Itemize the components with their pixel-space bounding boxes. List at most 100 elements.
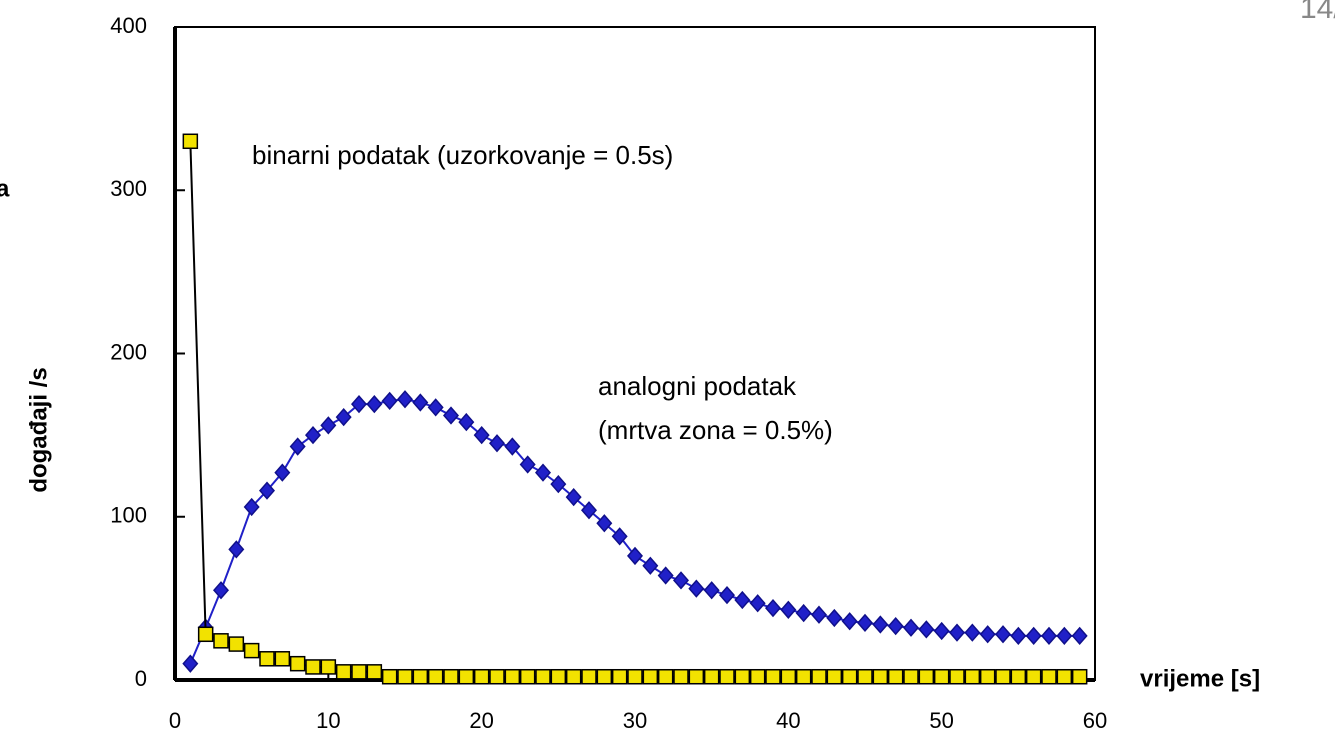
marker bbox=[949, 623, 965, 642]
marker bbox=[182, 133, 199, 150]
marker bbox=[688, 668, 705, 685]
marker bbox=[703, 668, 720, 685]
marker bbox=[427, 668, 444, 685]
marker bbox=[228, 540, 245, 559]
marker bbox=[320, 416, 337, 435]
marker bbox=[504, 668, 521, 685]
marker bbox=[473, 425, 490, 445]
annotation: analogni podatak bbox=[598, 371, 797, 401]
marker bbox=[443, 406, 459, 425]
marker bbox=[213, 633, 229, 649]
marker bbox=[412, 393, 429, 412]
marker bbox=[305, 659, 321, 675]
marker bbox=[1071, 668, 1088, 685]
marker bbox=[627, 546, 643, 566]
marker bbox=[673, 571, 689, 590]
marker bbox=[550, 668, 567, 685]
marker bbox=[1056, 626, 1073, 646]
marker bbox=[519, 668, 536, 685]
marker bbox=[857, 668, 873, 685]
marker bbox=[979, 625, 996, 644]
marker bbox=[335, 664, 352, 680]
marker bbox=[703, 581, 720, 600]
marker bbox=[749, 594, 766, 613]
marker bbox=[642, 556, 659, 575]
marker bbox=[795, 668, 812, 685]
marker bbox=[826, 668, 843, 685]
marker bbox=[780, 600, 797, 619]
marker bbox=[811, 668, 827, 685]
side-text: a bbox=[0, 175, 10, 202]
marker bbox=[550, 474, 567, 494]
marker bbox=[933, 621, 950, 641]
x-tick-label: 30 bbox=[623, 708, 647, 733]
marker bbox=[320, 659, 337, 675]
marker bbox=[243, 642, 260, 659]
marker bbox=[366, 394, 383, 414]
marker bbox=[458, 668, 475, 685]
marker bbox=[504, 437, 521, 456]
marker bbox=[611, 527, 628, 546]
annotation: binarni podatak (uzorkovanje = 0.5s) bbox=[252, 140, 673, 170]
marker bbox=[657, 566, 674, 585]
marker bbox=[1041, 668, 1057, 685]
marker bbox=[872, 615, 889, 634]
marker bbox=[489, 668, 505, 685]
marker bbox=[857, 613, 873, 633]
marker bbox=[903, 668, 919, 685]
marker bbox=[259, 651, 275, 667]
marker bbox=[979, 668, 996, 685]
marker bbox=[274, 651, 291, 667]
x-tick-label: 10 bbox=[316, 708, 340, 733]
marker bbox=[335, 408, 352, 427]
y-tick-label: 100 bbox=[110, 503, 147, 528]
marker bbox=[1041, 626, 1057, 646]
marker bbox=[535, 463, 551, 482]
marker bbox=[197, 626, 214, 643]
marker bbox=[259, 481, 275, 500]
marker bbox=[535, 668, 551, 685]
marker bbox=[780, 668, 797, 685]
page-number: 14/7 bbox=[1300, 0, 1335, 25]
marker bbox=[473, 668, 490, 685]
marker bbox=[351, 664, 367, 680]
marker bbox=[443, 668, 459, 685]
marker bbox=[565, 488, 582, 507]
marker bbox=[734, 590, 751, 610]
marker bbox=[642, 668, 659, 685]
marker bbox=[397, 668, 413, 685]
marker bbox=[611, 668, 628, 685]
marker bbox=[213, 581, 229, 600]
x-axis-label: vrijeme [s] bbox=[1140, 665, 1260, 692]
marker bbox=[596, 514, 613, 533]
marker bbox=[995, 668, 1011, 685]
marker bbox=[1056, 668, 1073, 685]
marker bbox=[918, 620, 935, 639]
x-tick-label: 60 bbox=[1083, 708, 1107, 733]
marker bbox=[995, 625, 1011, 644]
marker bbox=[749, 668, 766, 685]
marker bbox=[811, 605, 827, 624]
marker bbox=[427, 398, 444, 417]
marker bbox=[673, 668, 689, 685]
marker bbox=[688, 579, 705, 598]
marker bbox=[949, 668, 965, 685]
plot-frame bbox=[174, 26, 1096, 681]
marker bbox=[581, 668, 597, 685]
marker bbox=[596, 668, 613, 685]
marker bbox=[964, 668, 981, 685]
marker bbox=[933, 668, 950, 685]
marker bbox=[182, 654, 199, 673]
marker bbox=[765, 599, 781, 618]
marker bbox=[887, 616, 904, 636]
marker bbox=[841, 612, 858, 631]
marker bbox=[351, 394, 367, 414]
y-tick-label: 300 bbox=[110, 176, 147, 201]
marker bbox=[243, 497, 260, 517]
marker bbox=[228, 636, 245, 652]
annotation: (mrtva zona = 0.5%) bbox=[598, 415, 833, 445]
marker bbox=[1010, 626, 1027, 646]
marker bbox=[964, 623, 981, 642]
marker bbox=[412, 668, 429, 685]
